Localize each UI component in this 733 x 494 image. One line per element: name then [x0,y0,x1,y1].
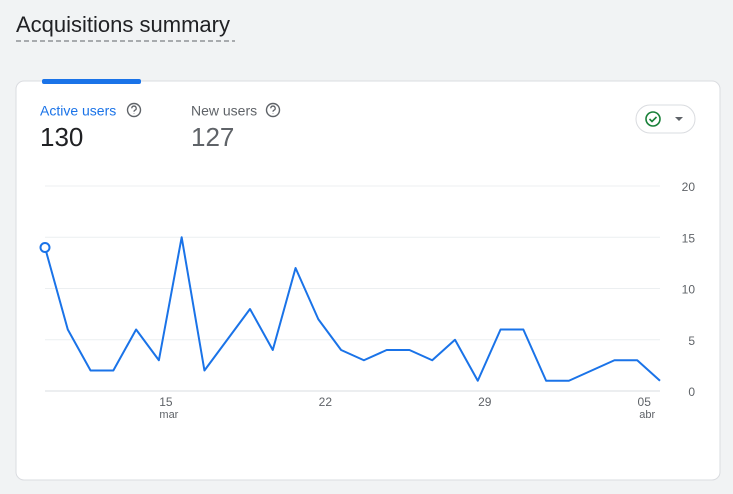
section-title[interactable]: Acquisitions summary [16,12,230,37]
x-tick-sublabel: abr [639,409,655,421]
tab-label: New users [191,103,257,119]
x-tick-sublabel: mar [159,409,178,421]
y-tick-label: 20 [682,180,696,194]
tab-value: 127 [191,122,234,152]
card [15,80,721,481]
y-tick-label: 0 [688,385,695,399]
x-tick-label: 22 [319,395,333,409]
check-glyph [648,116,658,123]
help-glyph [131,105,137,114]
tab-indicator [42,79,141,84]
y-tick-label: 5 [688,334,695,348]
x-tick-label: 15 [159,395,173,409]
data-line [44,236,661,382]
tab[interactable]: Active users 130 [40,102,142,152]
dropdown-button[interactable] [635,104,696,134]
dropdown-arrow [675,117,683,121]
point-marker [39,242,51,253]
help-glyph [270,105,276,114]
x-tick-label: 05 [638,395,652,409]
tab-label: Active users [40,103,116,119]
help-icon[interactable] [265,102,281,118]
y-tick-label: 15 [682,231,696,245]
tab[interactable]: New users 127 [191,102,281,152]
compare-dropdown[interactable] [635,104,696,134]
y-tick-label: 10 [682,283,696,297]
x-tick-label: 29 [478,395,492,409]
tab-value: 130 [40,122,83,152]
check-icon [645,111,661,127]
help-icon[interactable] [126,102,142,118]
